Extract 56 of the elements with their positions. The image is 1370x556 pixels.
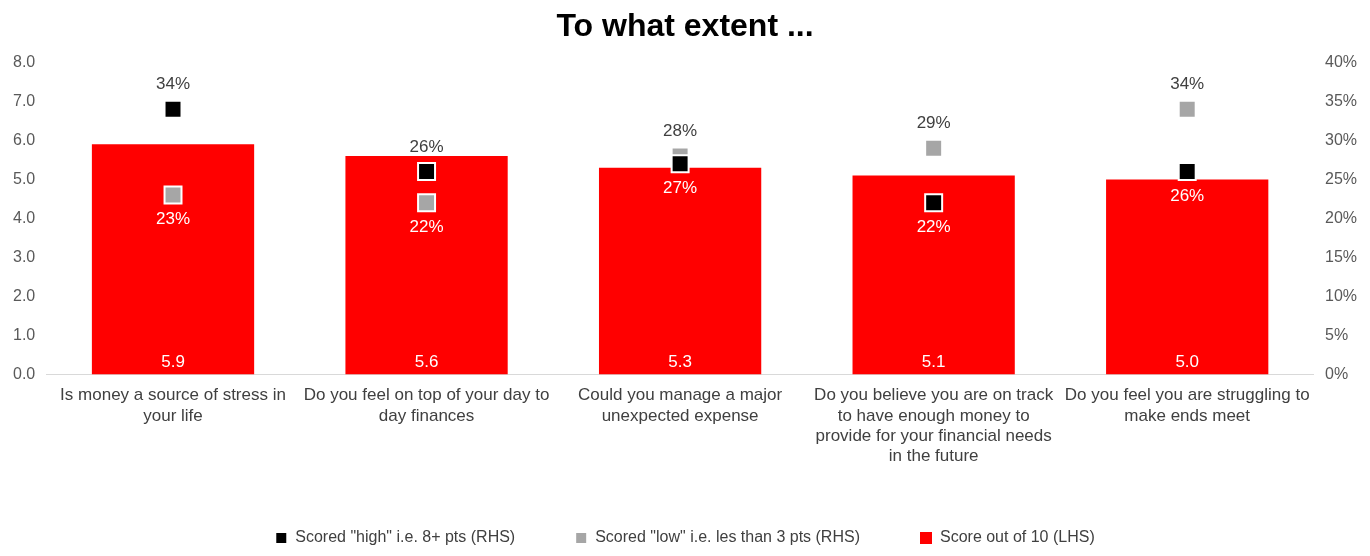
bar: [852, 175, 1015, 375]
y-tick-label: 5.0: [12, 169, 36, 187]
data-label: 34%: [156, 74, 191, 94]
x-tick-label: Could you manage a major unexpected expense: [578, 385, 783, 425]
bar: [1106, 179, 1269, 375]
y2-tick-label: 25%: [1324, 169, 1358, 187]
y2-tick-label: 15%: [1324, 247, 1358, 265]
point: [670, 154, 690, 174]
data-label: 5.9: [161, 351, 185, 371]
data-label: 26%: [409, 136, 444, 156]
data-label: 28%: [663, 121, 698, 141]
y2-tick-label: 20%: [1324, 208, 1358, 226]
y-tick-label: 7.0: [12, 91, 36, 109]
x-tick-label: Do you feel on top of your day to day finances: [303, 385, 550, 425]
data-label: 26%: [1170, 185, 1205, 205]
point: [417, 162, 437, 182]
y-tick-label: 4.0: [12, 208, 36, 226]
bar: [91, 144, 255, 375]
data-label: 29%: [916, 113, 951, 133]
data-label: 22%: [916, 216, 951, 236]
x-tick-label: Do you feel you are struggling to make ends meet: [1064, 385, 1310, 425]
y-tick-label: 6.0: [12, 130, 36, 148]
point: [924, 138, 944, 158]
y-tick-label: 3.0: [12, 247, 36, 265]
data-label: 5.6: [414, 351, 439, 371]
point: [924, 193, 944, 213]
data-label: 27%: [663, 177, 698, 197]
point: [163, 185, 183, 205]
y-tick-label: 0.0: [12, 364, 36, 382]
data-label: 5.3: [668, 351, 692, 371]
data-label: 22%: [409, 216, 444, 236]
y2-tick-label: 10%: [1324, 286, 1358, 304]
data-label: 34%: [1170, 74, 1205, 94]
data-label: 23%: [156, 209, 191, 229]
y-tick-label: 1.0: [12, 325, 36, 343]
bar: [345, 156, 508, 375]
data-label: 5.1: [921, 351, 946, 371]
y2-tick-label: 0%: [1324, 364, 1349, 382]
point: [1177, 162, 1197, 182]
x-tick-label: Is money a source of stress in your life: [60, 385, 286, 425]
legend-label: Scored "low" i.e. les than 3 pts (RHS): [595, 528, 860, 546]
y2-tick-label: 30%: [1324, 130, 1358, 148]
legend-label: Scored "high" i.e. 8+ pts (RHS): [295, 528, 516, 546]
y2-tick-label: 40%: [1324, 52, 1358, 70]
point: [163, 99, 183, 119]
y-tick-label: 2.0: [12, 286, 36, 304]
legend-label: Score out of 10 (LHS): [939, 528, 1095, 546]
point: [417, 193, 437, 213]
y-tick-label: 8.0: [12, 52, 36, 70]
y2-tick-label: 5%: [1324, 325, 1349, 343]
x-tick-label: Do you believe you are on track to have enough money to provide for your financial needs in the future: [814, 385, 1054, 466]
chart-title: To what extent ...: [556, 7, 814, 44]
y2-tick-label: 35%: [1324, 91, 1358, 109]
data-label: 5.0: [1175, 351, 1200, 371]
bar: [598, 167, 762, 375]
point: [1177, 99, 1197, 119]
